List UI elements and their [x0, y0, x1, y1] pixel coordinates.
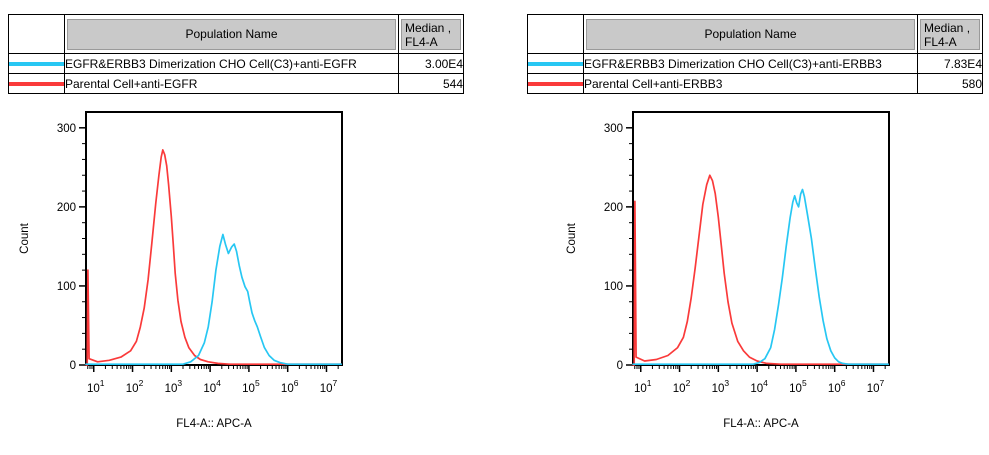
- table-row-parental: Parental Cell+anti-EGFR 544: [8, 73, 464, 94]
- svg-text:100: 100: [57, 281, 76, 293]
- median-header-line2: FL4-A: [924, 34, 957, 49]
- swatch-header-cell: [8, 14, 65, 54]
- svg-text:101: 101: [634, 378, 652, 395]
- table-row-dimerization: EGFR&ERBB3 Dimerization CHO Cell(C3)+ant…: [527, 53, 983, 74]
- svg-text:102: 102: [126, 378, 144, 395]
- median-value-cell: 3.00E4: [398, 53, 464, 74]
- population-name-header: Population Name: [64, 14, 399, 54]
- median-header-line2: FL4-A: [405, 34, 438, 49]
- svg-text:101: 101: [87, 378, 105, 395]
- panel-anti-egfr: Population Name Median , FL4-A EGFR&ERBB…: [8, 14, 471, 430]
- svg-text:103: 103: [712, 378, 730, 395]
- table-header-row: Population Name Median , FL4-A: [527, 14, 983, 54]
- population-name-header-label: Population Name: [704, 27, 797, 41]
- swatch-header-cell: [527, 14, 584, 54]
- svg-text:300: 300: [57, 123, 76, 135]
- population-table-anti-egfr: Population Name Median , FL4-A EGFR&ERBB…: [8, 14, 464, 94]
- svg-text:300: 300: [604, 123, 623, 135]
- svg-text:106: 106: [281, 378, 299, 395]
- swatch-cell: [527, 73, 584, 94]
- median-value-cell: 544: [398, 73, 464, 94]
- swatch-cell: [8, 73, 65, 94]
- svg-text:Count: Count: [19, 222, 31, 253]
- svg-text:107: 107: [320, 378, 338, 395]
- panel-anti-erbb3: Population Name Median , FL4-A EGFR&ERBB…: [527, 14, 989, 430]
- table-row-parental: Parental Cell+anti-ERBB3 580: [527, 73, 983, 94]
- population-name-header: Population Name: [583, 14, 918, 54]
- svg-text:103: 103: [165, 378, 183, 395]
- svg-text:104: 104: [750, 378, 768, 395]
- table-header-row: Population Name Median , FL4-A: [8, 14, 464, 54]
- median-header-line1: Median ,: [405, 20, 452, 35]
- population-name-cell: Parental Cell+anti-EGFR: [64, 73, 399, 94]
- median-value-cell: 7.83E4: [917, 53, 983, 74]
- population-name-cell: EGFR&ERBB3 Dimerization CHO Cell(C3)+ant…: [583, 53, 918, 74]
- population-name-header-label: Population Name: [185, 27, 278, 41]
- swatch-cell: [8, 53, 65, 74]
- svg-text:200: 200: [57, 202, 76, 214]
- svg-text:102: 102: [673, 378, 691, 395]
- svg-text:FL4-A:: APC-A: FL4-A:: APC-A: [723, 418, 799, 430]
- population-name-cell: EGFR&ERBB3 Dimerization CHO Cell(C3)+ant…: [64, 53, 399, 74]
- cyan-line-swatch: [528, 61, 583, 66]
- table-row-dimerization: EGFR&ERBB3 Dimerization CHO Cell(C3)+ant…: [8, 53, 464, 74]
- median-header-line1: Median ,: [924, 20, 971, 35]
- population-name-cell: Parental Cell+anti-ERBB3: [583, 73, 918, 94]
- svg-text:0: 0: [70, 360, 76, 372]
- swatch-cell: [527, 53, 584, 74]
- red-line-swatch: [528, 81, 583, 86]
- svg-text:0: 0: [617, 360, 623, 372]
- svg-text:107: 107: [867, 378, 885, 395]
- median-value-cell: 580: [917, 73, 983, 94]
- svg-text:200: 200: [604, 202, 623, 214]
- svg-text:FL4-A:: APC-A: FL4-A:: APC-A: [176, 418, 252, 430]
- population-table-anti-erbb3: Population Name Median , FL4-A EGFR&ERBB…: [527, 14, 983, 94]
- svg-text:105: 105: [242, 378, 260, 395]
- svg-text:100: 100: [604, 281, 623, 293]
- cyan-line-swatch: [9, 61, 64, 66]
- median-header: Median , FL4-A: [398, 14, 464, 54]
- svg-text:105: 105: [789, 378, 807, 395]
- svg-text:104: 104: [203, 378, 221, 395]
- svg-text:Count: Count: [566, 222, 578, 253]
- median-header: Median , FL4-A: [917, 14, 983, 54]
- svg-text:106: 106: [828, 378, 846, 395]
- red-line-swatch: [9, 81, 64, 86]
